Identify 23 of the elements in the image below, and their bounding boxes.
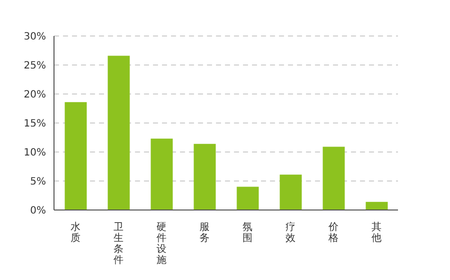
bar: [64, 102, 87, 210]
x-tick-label: 价格: [328, 221, 338, 244]
bar: [194, 144, 216, 210]
y-tick-label: 20%: [24, 90, 46, 101]
y-tick-label: 15%: [24, 118, 46, 130]
x-tick-label: 服务: [200, 222, 210, 244]
y-tick-label: 0%: [30, 206, 46, 217]
x-tick-label: 卫生条件: [114, 222, 124, 266]
bar: [366, 202, 388, 210]
y-tick-label: 25%: [24, 60, 46, 72]
y-tick-label: 5%: [30, 176, 46, 188]
x-tick-label: 硬件设施: [156, 222, 166, 266]
bar: [322, 146, 345, 210]
bar: [108, 56, 130, 210]
x-tick-label: 其他: [372, 221, 382, 244]
x-tick-label: 疗效: [286, 221, 296, 244]
y-tick-label: 10%: [24, 148, 46, 159]
bar: [236, 186, 259, 210]
y-tick-label: 30%: [24, 32, 46, 43]
bar: [280, 174, 302, 210]
x-tick-label: 水质: [70, 221, 80, 244]
x-tick-label: 氛围: [242, 222, 252, 244]
bar: [150, 138, 173, 210]
